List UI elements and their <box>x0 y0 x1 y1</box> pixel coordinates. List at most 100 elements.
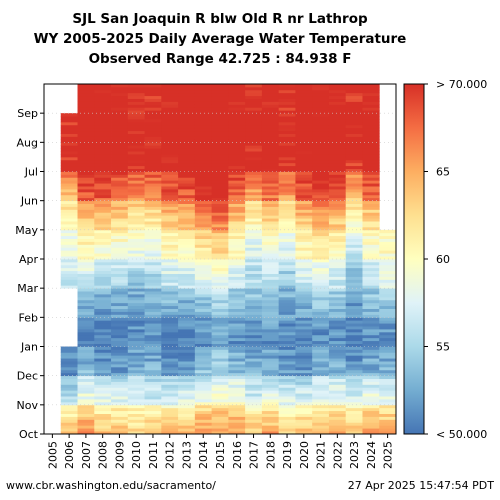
footer-source-link[interactable]: www.cbr.washington.edu/sacramento/ <box>6 479 216 492</box>
heatmap-cell <box>111 224 129 228</box>
heatmap-cell <box>178 273 196 277</box>
heatmap-cell <box>211 320 229 324</box>
heatmap-cell <box>60 361 78 365</box>
heatmap-cell <box>228 183 246 187</box>
heatmap-cell <box>211 107 229 111</box>
heatmap-cell <box>245 256 263 260</box>
heatmap-cell <box>161 206 179 210</box>
heatmap-cell <box>261 136 280 140</box>
heatmap-cell <box>144 390 162 394</box>
heatmap-cell <box>312 145 330 149</box>
heatmap-cell <box>194 127 213 132</box>
heatmap-cell <box>161 270 179 274</box>
heatmap-cell <box>127 253 145 257</box>
heatmap-cell <box>211 337 229 342</box>
heatmap-cell <box>144 133 162 137</box>
heatmap-cell <box>111 396 129 400</box>
heatmap-cell <box>211 291 229 295</box>
heatmap-cell <box>211 218 229 222</box>
heatmap-cell <box>194 124 213 129</box>
heatmap-cell <box>362 154 380 158</box>
heatmap-cell <box>245 375 263 379</box>
heatmap-cell <box>127 288 145 292</box>
heatmap-cell <box>144 119 162 123</box>
heatmap-cell <box>362 232 380 237</box>
heatmap-cell <box>178 133 196 137</box>
heatmap-cell <box>295 413 313 417</box>
y-tick-label: Jul <box>24 166 38 179</box>
heatmap-cell <box>60 282 78 286</box>
heatmap-cell <box>94 364 112 368</box>
heatmap-cell <box>312 305 330 309</box>
heatmap-cell <box>161 165 179 169</box>
heatmap-cell <box>295 381 313 385</box>
heatmap-cell <box>295 130 313 134</box>
heatmap-cell <box>362 247 380 251</box>
heatmap-cell <box>328 259 347 263</box>
heatmap-cell <box>278 159 296 164</box>
heatmap-cell <box>211 215 229 219</box>
heatmap-cell <box>228 279 246 283</box>
heatmap-cell <box>328 416 347 420</box>
heatmap-cell <box>77 92 95 97</box>
heatmap-cell <box>77 323 95 327</box>
heatmap-cell <box>111 410 129 414</box>
y-tick-label: Feb <box>19 311 38 324</box>
heatmap-cell <box>245 209 263 213</box>
heatmap-cell <box>60 384 78 388</box>
heatmap-cell <box>211 177 229 181</box>
heatmap-cell <box>228 390 246 394</box>
heatmap-cell <box>161 189 179 193</box>
heatmap-cell <box>211 343 229 347</box>
heatmap-cell <box>144 326 162 330</box>
heatmap-cell <box>111 113 129 117</box>
heatmap-cell <box>178 148 196 152</box>
heatmap-cell <box>194 84 213 88</box>
heatmap-cell <box>261 410 280 414</box>
heatmap-cell <box>178 124 196 129</box>
heatmap-cell <box>94 215 112 219</box>
heatmap-cell <box>144 139 162 143</box>
heatmap-cell <box>345 282 363 286</box>
heatmap-cell <box>60 366 78 371</box>
heatmap-cell <box>127 270 145 274</box>
heatmap-cell <box>245 142 263 146</box>
heatmap-cell <box>111 381 129 385</box>
heatmap-cell <box>178 151 196 155</box>
heatmap-cell <box>278 124 296 129</box>
heatmap-cell <box>77 326 95 330</box>
heatmap-cell <box>94 361 112 365</box>
heatmap-cell <box>161 314 179 318</box>
heatmap-cell <box>261 104 280 108</box>
heatmap-cell <box>278 86 296 91</box>
heatmap-cell <box>60 419 78 423</box>
heatmap-cell <box>228 253 246 257</box>
heatmap-cell <box>178 145 196 149</box>
heatmap-cell <box>211 422 229 426</box>
heatmap-cell <box>328 294 347 298</box>
heatmap-cell <box>127 401 145 406</box>
heatmap-cell <box>77 162 95 167</box>
heatmap-cell <box>60 264 78 269</box>
heatmap-cell <box>362 98 380 102</box>
heatmap-cell <box>328 267 347 272</box>
heatmap-cell <box>111 276 129 280</box>
heatmap-cell <box>178 302 196 307</box>
heatmap-cell <box>94 186 112 190</box>
heatmap-cell <box>228 113 246 117</box>
heatmap-cell <box>60 355 78 359</box>
heatmap-cell <box>94 168 112 172</box>
heatmap-cell <box>144 340 162 344</box>
heatmap-cell <box>312 381 330 385</box>
heatmap-cell <box>194 224 213 228</box>
heatmap-cell <box>94 401 112 406</box>
heatmap-cell <box>94 428 112 432</box>
x-tick-label: 2012 <box>164 441 177 469</box>
heatmap-cell <box>362 197 380 202</box>
heatmap-cell <box>77 247 95 251</box>
heatmap-cell <box>178 331 196 336</box>
heatmap-cell <box>60 148 78 152</box>
heatmap-cell <box>178 422 196 426</box>
heatmap-cell <box>77 116 95 120</box>
heatmap-cell <box>161 323 179 327</box>
